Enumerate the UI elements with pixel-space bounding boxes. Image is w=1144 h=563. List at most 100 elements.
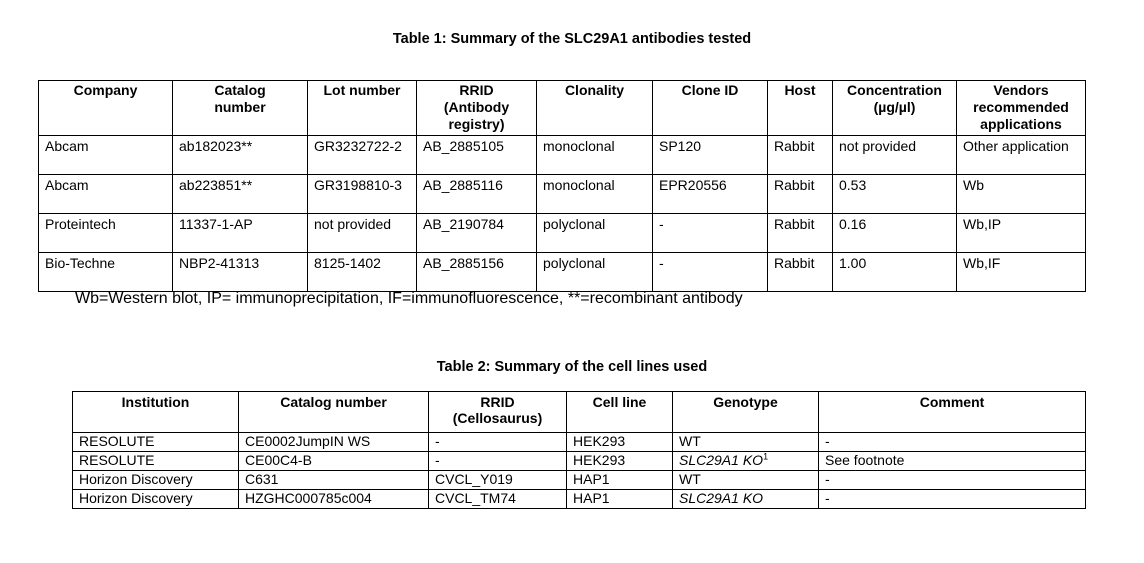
genotype-text: SLC29A1 KO [679, 490, 764, 507]
cell-genotype: SLC29A1 KO1 [672, 451, 819, 471]
header-host: Host [767, 80, 833, 136]
cell-applications: Wb,IF [956, 252, 1086, 292]
table-row: Abcam ab182023** GR3232722-2 AB_2885105 … [38, 135, 1086, 175]
header-vendors-line-2: recommended [973, 99, 1069, 115]
header-vendors-line-3: applications [980, 116, 1062, 132]
cell-applications: Other application [956, 135, 1086, 175]
cell-company: Abcam [38, 174, 173, 214]
table-row: RESOLUTE CE0002JumpIN WS - HEK293 WT - [72, 432, 1086, 452]
table1-footnote: Wb=Western blot, IP= immunoprecipitation… [75, 290, 743, 307]
cell-applications: Wb [956, 174, 1086, 214]
cell-concentration: 0.16 [832, 213, 957, 253]
genotype-footnote-mark: 1 [763, 451, 769, 462]
header-rrid-line-3: registry) [448, 116, 505, 132]
cell-clonality: monoclonal [536, 135, 653, 175]
header-institution: Institution [72, 391, 239, 433]
header-genotype: Genotype [672, 391, 819, 433]
header-catalog-line-1: Catalog [214, 82, 266, 98]
table-row: Bio-Techne NBP2-41313 8125-1402 AB_28851… [38, 252, 1086, 292]
cell-rrid: AB_2885105 [416, 135, 537, 175]
header-concentration-line-2: (µg/µl) [873, 99, 916, 115]
cell-catalog: HZGHC000785c004 [238, 489, 429, 509]
genotype-text: SLC29A1 KO [679, 452, 764, 469]
table1-header-row: Company Catalog number Lot number RRID (… [38, 80, 1086, 136]
cell-concentration: 0.53 [832, 174, 957, 214]
table-row: Horizon Discovery C631 CVCL_Y019 HAP1 WT… [72, 470, 1086, 490]
cell-institution: Horizon Discovery [72, 470, 239, 490]
header-concentration-line-1: Concentration [847, 82, 942, 98]
cell-rrid: CVCL_Y019 [428, 470, 567, 490]
header-rrid: RRID (Cellosaurus) [428, 391, 567, 433]
cell-catalog: 11337-1-AP [172, 213, 308, 253]
cell-rrid: AB_2885116 [416, 174, 537, 214]
header-rrid-line-1: RRID [480, 394, 515, 410]
cell-clonality: polyclonal [536, 252, 653, 292]
header-lot-number: Lot number [307, 80, 417, 136]
cell-lot: GR3232722-2 [307, 135, 417, 175]
cell-institution: RESOLUTE [72, 432, 239, 452]
cell-lines-table: Institution Catalog number RRID (Cellosa… [72, 391, 1086, 509]
cell-catalog: ab182023** [172, 135, 308, 175]
cell-company: Abcam [38, 135, 173, 175]
cell-clonality: monoclonal [536, 174, 653, 214]
cell-catalog: CE00C4-B [238, 451, 429, 471]
cell-institution: RESOLUTE [72, 451, 239, 471]
cell-cell-line: HEK293 [566, 451, 673, 471]
cell-host: Rabbit [767, 252, 833, 292]
cell-rrid: CVCL_TM74 [428, 489, 567, 509]
header-vendors-line-1: Vendors [993, 82, 1049, 98]
header-catalog-number: Catalog number [238, 391, 429, 433]
cell-genotype: WT [672, 470, 819, 490]
cell-comment: - [818, 489, 1086, 509]
table2-header-row: Institution Catalog number RRID (Cellosa… [72, 391, 1086, 433]
cell-lot: GR3198810-3 [307, 174, 417, 214]
cell-clone-id: - [652, 252, 768, 292]
antibodies-table: Company Catalog number Lot number RRID (… [38, 80, 1086, 292]
cell-cell-line: HAP1 [566, 489, 673, 509]
cell-comment: - [818, 470, 1086, 490]
table-row: Proteintech 11337-1-AP not provided AB_2… [38, 213, 1086, 253]
cell-cell-line: HEK293 [566, 432, 673, 452]
table-row: Horizon Discovery HZGHC000785c004 CVCL_T… [72, 489, 1086, 509]
header-clonality: Clonality [536, 80, 653, 136]
cell-catalog: CE0002JumpIN WS [238, 432, 429, 452]
cell-rrid: AB_2190784 [416, 213, 537, 253]
cell-company: Bio-Techne [38, 252, 173, 292]
cell-rrid: AB_2885156 [416, 252, 537, 292]
cell-catalog: ab223851** [172, 174, 308, 214]
cell-catalog: C631 [238, 470, 429, 490]
cell-genotype: SLC29A1 KO [672, 489, 819, 509]
cell-comment: See footnote [818, 451, 1086, 471]
table-row: Abcam ab223851** GR3198810-3 AB_2885116 … [38, 174, 1086, 214]
header-clone-id: Clone ID [652, 80, 768, 136]
cell-rrid: - [428, 432, 567, 452]
header-vendors-applications: Vendors recommended applications [956, 80, 1086, 136]
cell-host: Rabbit [767, 213, 833, 253]
table2-caption: Table 2: Summary of the cell lines used [436, 359, 708, 375]
cell-clone-id: SP120 [652, 135, 768, 175]
table-row: RESOLUTE CE00C4-B - HEK293 SLC29A1 KO1 S… [72, 451, 1086, 471]
cell-concentration: 1.00 [832, 252, 957, 292]
header-concentration: Concentration (µg/µl) [832, 80, 957, 136]
header-cell-line: Cell line [566, 391, 673, 433]
header-rrid-line-2: (Cellosaurus) [452, 410, 543, 426]
cell-company: Proteintech [38, 213, 173, 253]
header-company: Company [38, 80, 173, 136]
cell-institution: Horizon Discovery [72, 489, 239, 509]
header-rrid-line-2: (Antibody [443, 99, 510, 115]
header-catalog-number: Catalog number [172, 80, 308, 136]
cell-clone-id: - [652, 213, 768, 253]
cell-clone-id: EPR20556 [652, 174, 768, 214]
cell-clonality: polyclonal [536, 213, 653, 253]
cell-genotype: WT [672, 432, 819, 452]
cell-lot: not provided [307, 213, 417, 253]
header-comment: Comment [818, 391, 1086, 433]
header-catalog-line-2: number [214, 99, 266, 115]
cell-rrid: - [428, 451, 567, 471]
header-rrid: RRID (Antibody registry) [416, 80, 537, 136]
cell-host: Rabbit [767, 135, 833, 175]
cell-concentration: not provided [832, 135, 957, 175]
cell-applications: Wb,IP [956, 213, 1086, 253]
cell-lot: 8125-1402 [307, 252, 417, 292]
header-rrid-line-1: RRID [459, 82, 494, 98]
